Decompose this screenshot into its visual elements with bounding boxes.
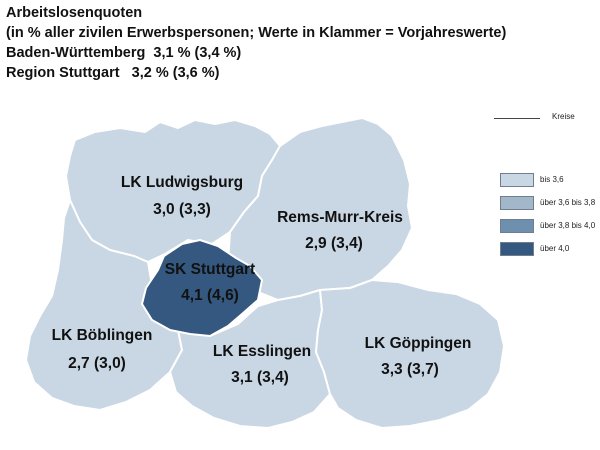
- label-goeppingen-value: 3,3 (3,7): [381, 361, 439, 378]
- label-boeblingen-name: LK Böblingen: [52, 327, 153, 344]
- bw-rate-line: Baden-Württemberg 3,1 % (3,4 %): [6, 45, 242, 61]
- region-stuttgart-rate-line: Region Stuttgart 3,2 % (3,6 %): [6, 65, 220, 81]
- map-title: Arbeitslosenquoten: [6, 5, 143, 21]
- map-header: Arbeitslosenquoten (in % aller zivilen E…: [6, 3, 506, 83]
- label-esslingen-name: LK Esslingen: [213, 343, 311, 360]
- label-stuttgart-value: 4,1 (4,6): [181, 287, 239, 304]
- region-boeblingen[interactable]: [25, 199, 183, 411]
- label-rems-murr-value: 2,9 (3,4): [305, 235, 363, 252]
- region-stuttgart[interactable]: [141, 239, 263, 337]
- label-stuttgart-name: SK Stuttgart: [165, 261, 255, 278]
- label-rems-murr-name: Rems-Murr-Kreis: [277, 209, 403, 226]
- map-subtitle: (in % aller zivilen Erwerbspersonen; Wer…: [6, 25, 507, 41]
- label-goeppingen-name: LK Göppingen: [365, 335, 472, 352]
- label-esslingen-value: 3,1 (3,4): [231, 369, 289, 386]
- label-ludwigsburg-value: 3,0 (3,3): [153, 201, 211, 218]
- region-goeppingen[interactable]: [315, 279, 505, 429]
- label-ludwigsburg-name: LK Ludwigsburg: [121, 174, 243, 191]
- label-boeblingen-value: 2,7 (3,0): [68, 355, 126, 372]
